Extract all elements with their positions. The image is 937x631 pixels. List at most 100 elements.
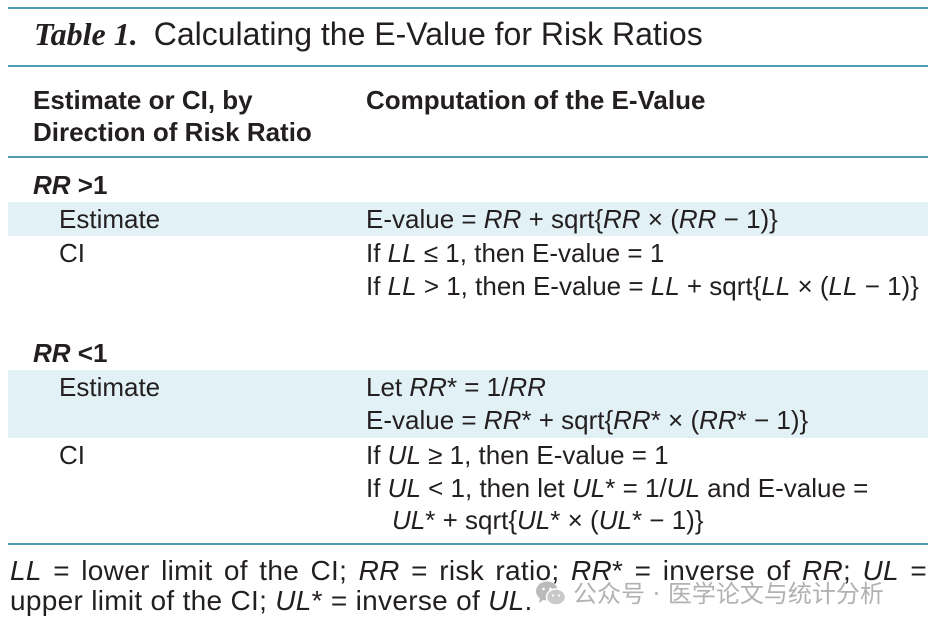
italic-variable: LL bbox=[10, 555, 42, 586]
text-run: * = 1/ bbox=[446, 372, 509, 402]
text-run: * × ( bbox=[650, 405, 700, 435]
italic-variable: RR bbox=[613, 405, 651, 435]
computation-cell: If UL ≥ 1, then E-value = 1 If UL < 1, t… bbox=[366, 439, 868, 536]
top-rule bbox=[8, 7, 928, 9]
italic-variable: RR bbox=[603, 204, 641, 234]
italic-variable: RR bbox=[33, 338, 71, 368]
italic-variable: RR bbox=[409, 372, 447, 402]
text-run: Let bbox=[366, 372, 410, 402]
text-run: and E-value = bbox=[699, 473, 869, 503]
table-caption-text: Calculating the E-Value for Risk Ratios bbox=[153, 16, 703, 52]
text-run: * = inverse of bbox=[611, 555, 802, 586]
text-run: + sqrt{ bbox=[521, 204, 604, 234]
footnote-line: LL = lower limit of the CI; RR = risk ra… bbox=[10, 556, 927, 586]
italic-variable: LL bbox=[387, 271, 417, 301]
row-label-ci: CI bbox=[59, 440, 85, 470]
wechat-eye bbox=[557, 594, 561, 597]
text-run: >1 bbox=[70, 170, 108, 200]
italic-variable: LL bbox=[828, 271, 858, 301]
formula-line: If LL > 1, then E-value = LL + sqrt{LL ×… bbox=[366, 270, 919, 303]
table-row-rr-gt1-estimate: Estimate E-value = RR + sqrt{RR × (RR − … bbox=[8, 202, 928, 236]
italic-variable: LL bbox=[650, 271, 680, 301]
wechat-eye bbox=[551, 594, 555, 597]
italic-variable: LL bbox=[387, 238, 417, 268]
header-rule bbox=[8, 156, 928, 158]
formula-line: E-value = RR + sqrt{RR × (RR − 1)} bbox=[366, 202, 778, 236]
wechat-bubble-tail bbox=[539, 598, 544, 603]
text-run: <1 bbox=[70, 338, 108, 368]
italic-variable: RR bbox=[483, 204, 522, 234]
section-heading-rr-less-than-1: RR <1 bbox=[33, 337, 107, 369]
text-run: ; bbox=[842, 555, 863, 586]
table-title: Table 1. Calculating the E-Value for Risk… bbox=[34, 13, 703, 55]
section-heading-rr-greater-than-1: RR >1 bbox=[33, 169, 107, 201]
column-header-computation: Computation of the E-Value bbox=[366, 85, 706, 115]
computation-cell: If LL ≤ 1, then E-value = 1 If LL > 1, t… bbox=[366, 237, 919, 303]
italic-variable: UL bbox=[517, 505, 551, 535]
italic-variable: RR bbox=[678, 204, 717, 234]
italic-variable: RR bbox=[699, 405, 737, 435]
formula-line: E-value = RR* + sqrt{RR* × (RR* − 1)} bbox=[366, 404, 808, 437]
text-run: * − 1)} bbox=[631, 505, 704, 535]
text-run: If bbox=[366, 473, 388, 503]
text-run: − 1)} bbox=[857, 271, 919, 301]
wechat-eye bbox=[542, 587, 545, 591]
text-run: E-value = bbox=[366, 204, 484, 234]
table-row-rr-lt1-estimate: Estimate Let RR* = 1/RR E-value = RR* + … bbox=[8, 370, 928, 438]
italic-variable: UL bbox=[571, 473, 606, 503]
text-run: * + sqrt{ bbox=[521, 405, 614, 435]
column-header-line: Direction of Risk Ratio bbox=[33, 117, 312, 147]
formula-line: Let RR* = 1/RR bbox=[366, 371, 808, 404]
italic-variable: RR bbox=[33, 170, 71, 200]
italic-variable: UL bbox=[598, 505, 632, 535]
table-footnote: LL = lower limit of the CI; RR = risk ra… bbox=[10, 556, 927, 616]
italic-variable: RR bbox=[358, 555, 400, 586]
italic-variable: UL bbox=[488, 585, 525, 616]
bottom-rule bbox=[8, 543, 928, 545]
italic-variable: UL bbox=[387, 473, 421, 503]
formula-line: If LL ≤ 1, then E-value = 1 bbox=[366, 237, 919, 270]
table-row-rr-lt1-ci: CI If UL ≥ 1, then E-value = 1 If UL < 1… bbox=[8, 439, 928, 537]
formula-line: If UL ≥ 1, then E-value = 1 bbox=[366, 439, 868, 472]
italic-variable: RR bbox=[570, 555, 612, 586]
italic-variable: RR bbox=[801, 555, 843, 586]
column-header-estimate-or-ci: Estimate or CI, by Direction of Risk Rat… bbox=[33, 84, 312, 148]
formula-continuation-line: UL* + sqrt{UL* × (UL* − 1)} bbox=[366, 505, 868, 536]
italic-variable: UL bbox=[666, 473, 700, 503]
table-row-rr-gt1-ci: CI If LL ≤ 1, then E-value = 1 If LL > 1… bbox=[8, 237, 928, 303]
text-run: * = 1/ bbox=[605, 473, 667, 503]
footnote-line: upper limit of the CI; UL* = inverse of … bbox=[10, 586, 927, 616]
text-run: − 1)} bbox=[716, 204, 778, 234]
italic-variable: RR bbox=[508, 372, 546, 402]
text-run: * × ( bbox=[550, 505, 599, 535]
text-run: * + sqrt{ bbox=[425, 505, 518, 535]
italic-variable: UL bbox=[862, 555, 899, 586]
text-run: = risk ratio; bbox=[399, 555, 571, 586]
column-header-line: Estimate or CI, by bbox=[33, 85, 253, 115]
text-run: = lower limit of the CI; bbox=[41, 555, 359, 586]
italic-variable: UL bbox=[392, 505, 426, 535]
text-run: If bbox=[366, 271, 388, 301]
row-label-ci: CI bbox=[59, 238, 85, 268]
italic-variable: UL bbox=[387, 440, 421, 470]
text-run: . bbox=[524, 585, 533, 616]
italic-variable: RR bbox=[483, 405, 522, 435]
italic-variable: UL bbox=[275, 585, 312, 616]
watermark: 公众号 · 医学论文与统计分析 bbox=[533, 578, 923, 610]
title-rule bbox=[8, 65, 928, 67]
text-run: ≤ 1, then E-value = 1 bbox=[416, 238, 665, 268]
row-label-estimate: Estimate bbox=[59, 372, 161, 402]
text-run: upper limit of the CI; bbox=[10, 585, 276, 616]
text-run: × ( bbox=[640, 204, 679, 234]
text-run: = bbox=[898, 555, 928, 586]
wechat-bubble-small bbox=[545, 588, 567, 606]
table-number-label: Table 1. bbox=[34, 16, 138, 52]
text-run: ≥ 1, then E-value = 1 bbox=[420, 440, 669, 470]
text-run: If bbox=[366, 440, 388, 470]
computation-cell: Let RR* = 1/RR E-value = RR* + sqrt{RR* … bbox=[366, 371, 808, 437]
computation-cell: E-value = RR + sqrt{RR × (RR − 1)} bbox=[366, 202, 778, 236]
text-run: * = inverse of bbox=[311, 585, 489, 616]
text-run: > 1, then E-value = bbox=[416, 271, 651, 301]
wechat-icon bbox=[536, 581, 567, 606]
text-run: If bbox=[366, 238, 388, 268]
